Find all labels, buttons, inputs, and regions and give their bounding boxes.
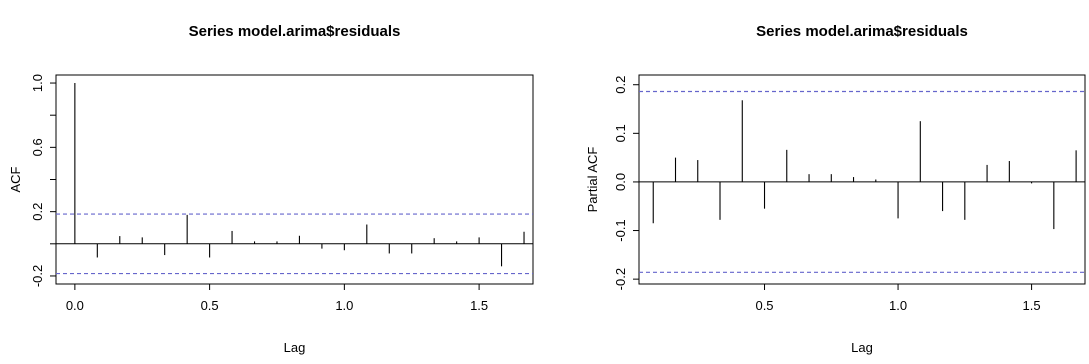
pacf-plot-frame <box>638 74 1086 285</box>
acf-x-tick-label: 1.5 <box>470 298 488 313</box>
acf-y-axis-label: ACF <box>8 166 23 192</box>
pacf-y-tick-label: -0.1 <box>613 219 628 241</box>
pacf-y-tick-label: 0.1 <box>613 124 628 142</box>
acf-y-tick-label: -0.2 <box>30 265 45 287</box>
acf-x-axis-label: Lag <box>284 340 306 355</box>
pacf-plot-area: 0.5 1.0 1.5 -0.2 -0.1 0.0 0.1 0.2 <box>613 74 1086 313</box>
pacf-x-tick-label: 0.5 <box>755 298 773 313</box>
pacf-y-tick-label: 0.0 <box>613 173 628 191</box>
acf-plot-area: 0.0 0.5 1.0 1.5 -0.2 0.2 0.6 1.0 <box>30 74 534 313</box>
pacf-x-axis-label: Lag <box>851 340 873 355</box>
pacf-y-tick-label: -0.2 <box>613 268 628 290</box>
acf-x-tick-label: 1.0 <box>335 298 353 313</box>
acf-y-tick-label: 0.2 <box>30 203 45 221</box>
pacf-x-tick-label: 1.5 <box>1023 298 1041 313</box>
acf-x-tick-label: 0.0 <box>66 298 84 313</box>
acf-plot-frame <box>55 74 534 285</box>
pacf-panel: Series model.arima$residuals Lag Partial… <box>585 23 1086 355</box>
acf-y-tick-label: 1.0 <box>30 74 45 92</box>
pacf-title: Series model.arima$residuals <box>756 23 968 40</box>
acf-x-tick-label: 0.5 <box>201 298 219 313</box>
acf-y-tick-label: 0.6 <box>30 138 45 156</box>
pacf-y-tick-label: 0.2 <box>613 76 628 94</box>
acf-panel: Series model.arima$residuals Lag ACF 0.0… <box>8 23 534 355</box>
acf-title: Series model.arima$residuals <box>189 23 401 40</box>
pacf-y-axis-label: Partial ACF <box>585 147 600 213</box>
pacf-x-tick-label: 1.0 <box>889 298 907 313</box>
